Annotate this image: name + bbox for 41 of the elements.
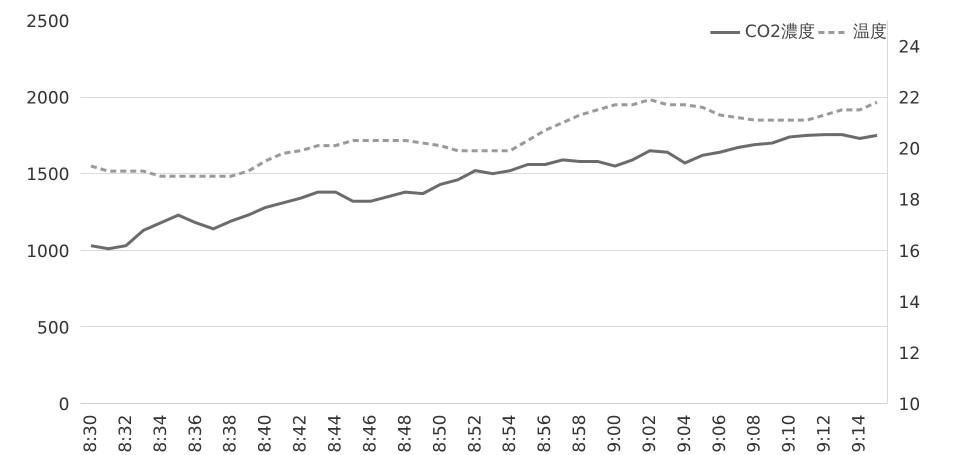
x-tick-label: 9:10 (780, 414, 800, 453)
legend-label: 温度 (853, 21, 887, 43)
y-tick-label: 0 (58, 395, 70, 415)
y2-tick-label: 18 (898, 190, 920, 211)
x-tick-label: 9:04 (674, 414, 695, 453)
x-tick-label: 9:02 (640, 414, 660, 453)
y2-tick-label: 20 (898, 140, 920, 160)
x-tick-label: 8:50 (430, 414, 450, 453)
y-tick-label: 1000 (26, 242, 70, 262)
x-tick-label: 8:44 (326, 414, 346, 453)
legend-label: CO2濃度 (744, 21, 815, 43)
x-tick-label: 8:48 (395, 414, 416, 453)
x-tick-label: 8:46 (360, 414, 380, 453)
x-tick-label: 9:08 (744, 414, 765, 453)
y2-tick-label: 16 (898, 242, 920, 262)
y-tick-label: 500 (37, 318, 70, 338)
x-tick-label: 9:00 (605, 414, 626, 453)
y-tick-label: 2000 (26, 88, 70, 109)
x-tick-label: 8:58 (570, 414, 590, 453)
y2-tick-label: 12 (898, 344, 920, 364)
x-tick-label: 8:54 (500, 414, 520, 453)
line-series (89, 98, 879, 178)
x-tick-label: 8:56 (535, 414, 556, 453)
x-tick-label: 8:36 (186, 414, 206, 453)
y-tick-label: 1500 (26, 165, 70, 186)
x-tick-label: 8:38 (220, 414, 241, 453)
y2-tick-label: 22 (898, 88, 920, 109)
x-tick-label: 8:42 (290, 414, 311, 453)
x-tick-label: 8:40 (256, 414, 276, 453)
y-tick-label: 2500 (26, 12, 70, 32)
y2-tick-label: 14 (898, 292, 920, 313)
x-tick-label: 8:30 (80, 414, 101, 453)
line-series (89, 133, 879, 250)
x-tick-label: 9:12 (814, 414, 835, 453)
x-tick-label: 8:34 (150, 414, 171, 453)
x-tick-label: 9:06 (710, 414, 730, 453)
x-tick-label: 9:14 (850, 414, 870, 453)
x-tick-label: 8:32 (116, 414, 136, 453)
y2-tick-label: 24 (898, 38, 920, 58)
x-tick-label: 8:52 (465, 414, 486, 453)
y2-tick-label: 10 (898, 395, 920, 415)
